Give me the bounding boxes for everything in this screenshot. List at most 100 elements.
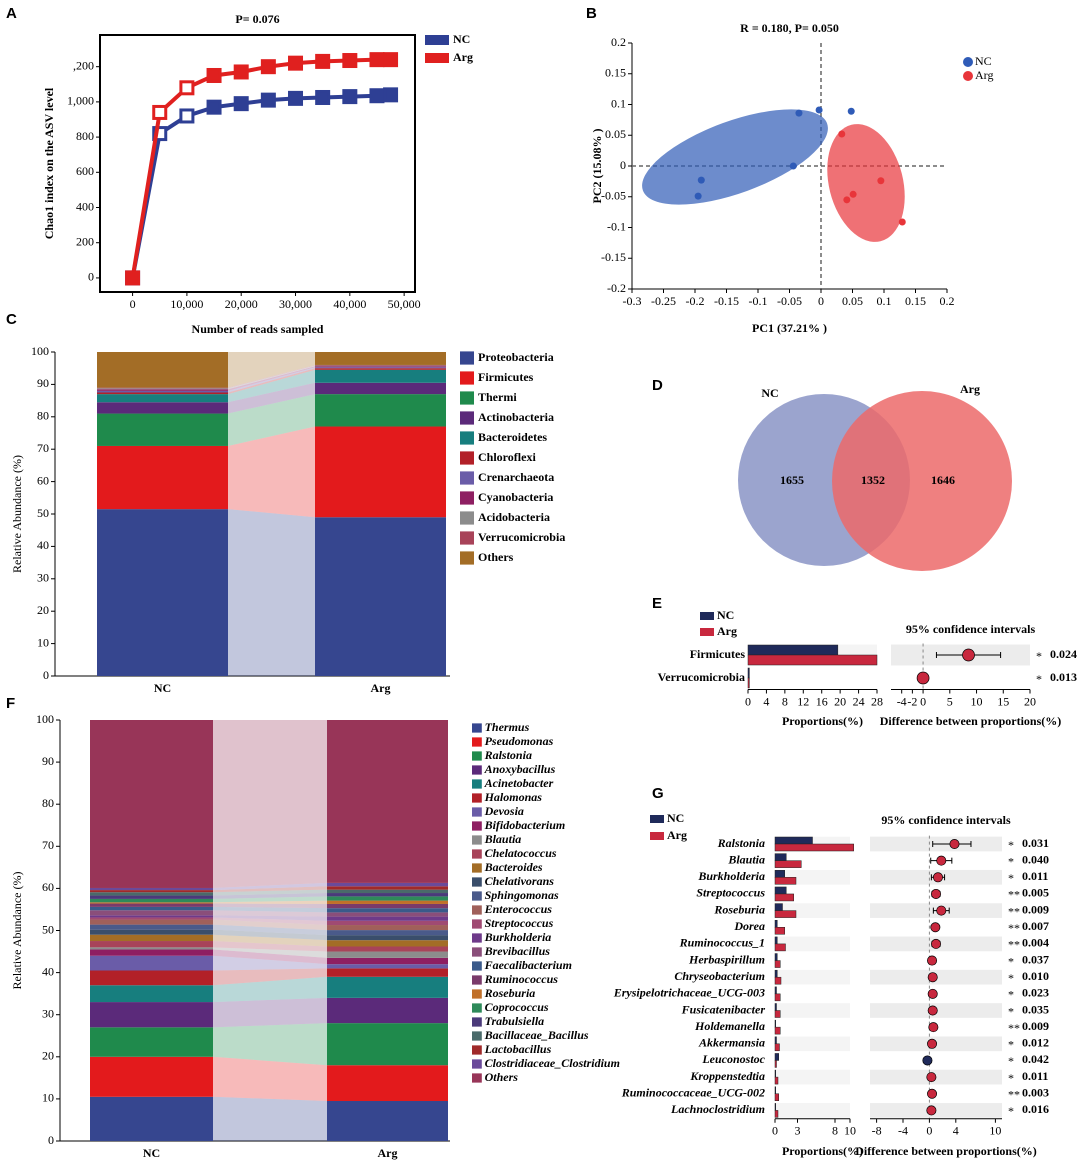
bar-segment xyxy=(315,382,446,395)
flow xyxy=(228,352,315,388)
y-axis-label: Relative Abundance (%) xyxy=(10,872,24,990)
bar-segment xyxy=(90,970,213,986)
bar xyxy=(774,1060,777,1068)
flow xyxy=(213,924,327,936)
y-tick-label: 0 xyxy=(43,668,49,682)
bar-segment xyxy=(315,369,446,383)
p-value: 0.023 xyxy=(1022,986,1049,1000)
x-tick-label: 16 xyxy=(816,694,828,708)
legend-swatch xyxy=(472,723,482,733)
bar-segment xyxy=(327,951,448,958)
category-label: Fusicatenibacter xyxy=(681,1002,766,1016)
legend-swatch xyxy=(472,1003,482,1013)
x-tick-label: 0.15 xyxy=(905,294,926,308)
legend-label: Bifidobacterium xyxy=(484,818,566,832)
legend-swatch xyxy=(472,877,482,887)
bar-segment xyxy=(90,890,213,893)
y-tick-label: 30 xyxy=(37,571,49,585)
x-tick-label: 5 xyxy=(947,694,953,708)
point xyxy=(795,109,803,117)
point-marker xyxy=(315,89,331,105)
legend-label: Streptococcus xyxy=(485,916,554,930)
legend-label: Arg xyxy=(453,50,473,64)
difference-point xyxy=(927,988,938,999)
bar-segment xyxy=(315,364,446,366)
x-tick-label: 10 xyxy=(844,1123,856,1137)
point xyxy=(877,177,885,185)
bar-segment xyxy=(90,924,213,930)
x-tick-label: 0.2 xyxy=(940,294,955,308)
y-tick-label: 20 xyxy=(42,1049,54,1063)
category-label: Akkermansia xyxy=(698,1036,765,1050)
legend-swatch xyxy=(460,451,474,465)
legend-label: Crenarchaeota xyxy=(478,470,554,484)
significance: * xyxy=(1008,954,1014,968)
point-marker xyxy=(125,270,141,286)
flow xyxy=(213,900,327,904)
legend-swatch xyxy=(460,351,474,365)
x-tick-label: 0 xyxy=(920,694,926,708)
point xyxy=(694,192,702,200)
y-tick-label: 400 xyxy=(76,199,94,213)
legend-label: Thermi xyxy=(478,390,517,404)
significance: ** xyxy=(1008,904,1020,918)
p-value: 0.009 xyxy=(1022,902,1049,916)
x-tick-label: 50,000 xyxy=(388,297,421,311)
point-marker xyxy=(383,87,399,103)
p-value: 0.024 xyxy=(1050,647,1077,661)
p-value: 0.011 xyxy=(1022,1069,1048,1083)
difference-point xyxy=(926,1105,937,1116)
point-marker xyxy=(260,59,276,75)
bar xyxy=(774,853,787,861)
difference-point xyxy=(927,972,938,983)
legend-swatch xyxy=(425,53,449,63)
flow xyxy=(228,367,315,393)
difference-point xyxy=(927,1005,938,1016)
difference-point xyxy=(930,922,941,933)
bar-segment xyxy=(327,908,448,913)
bar-segment xyxy=(327,903,448,909)
legend-swatch xyxy=(472,933,482,943)
x-tick-label: 0 xyxy=(818,294,824,308)
y-tick-label: 40 xyxy=(42,964,54,978)
significance: * xyxy=(1036,672,1042,686)
bar-segment xyxy=(327,964,448,969)
flow xyxy=(213,941,327,952)
legend-label: Pseudomonas xyxy=(485,734,554,748)
significance: * xyxy=(1008,1104,1014,1118)
bar-segment xyxy=(97,392,228,395)
x-tick-label: 10 xyxy=(989,1123,1001,1137)
significance: ** xyxy=(1008,1021,1020,1035)
significance: * xyxy=(1008,1038,1014,1052)
flow xyxy=(213,934,327,947)
legend-swatch xyxy=(472,891,482,901)
x-tick-label: -0.05 xyxy=(777,294,802,308)
legend-swatch xyxy=(700,612,714,620)
confidence-ellipse xyxy=(827,124,905,242)
difference-point xyxy=(962,648,975,662)
p-value: 0.003 xyxy=(1022,1086,1049,1100)
x2-axis-label: Difference between proportions(%) xyxy=(855,1144,1037,1158)
significance: * xyxy=(1008,854,1014,868)
significance: ** xyxy=(1008,938,1020,952)
point-marker xyxy=(383,52,399,68)
difference-point xyxy=(949,838,960,849)
y-tick-label: 0 xyxy=(48,1133,54,1147)
category-label: Streptococcus xyxy=(696,886,765,900)
bar-segment xyxy=(90,910,213,916)
significance: * xyxy=(1008,1004,1014,1018)
difference-point xyxy=(936,855,947,866)
difference-point xyxy=(922,1055,933,1066)
x-tick-label: 8 xyxy=(832,1123,838,1137)
category-label: Herbaspirillum xyxy=(688,952,765,966)
bar-segment xyxy=(327,997,448,1024)
bar-segment xyxy=(327,896,448,901)
legend-label: Devosia xyxy=(484,804,524,818)
y-tick-label: 50 xyxy=(37,506,49,520)
p-value: 0.035 xyxy=(1022,1002,1049,1016)
row-stripe xyxy=(775,969,850,985)
category-label: Ruminococcaceae_UCG-002 xyxy=(621,1086,765,1100)
category-label: Holdemanella xyxy=(694,1019,765,1033)
bar-segment xyxy=(90,915,213,918)
p-value: 0.004 xyxy=(1022,936,1049,950)
